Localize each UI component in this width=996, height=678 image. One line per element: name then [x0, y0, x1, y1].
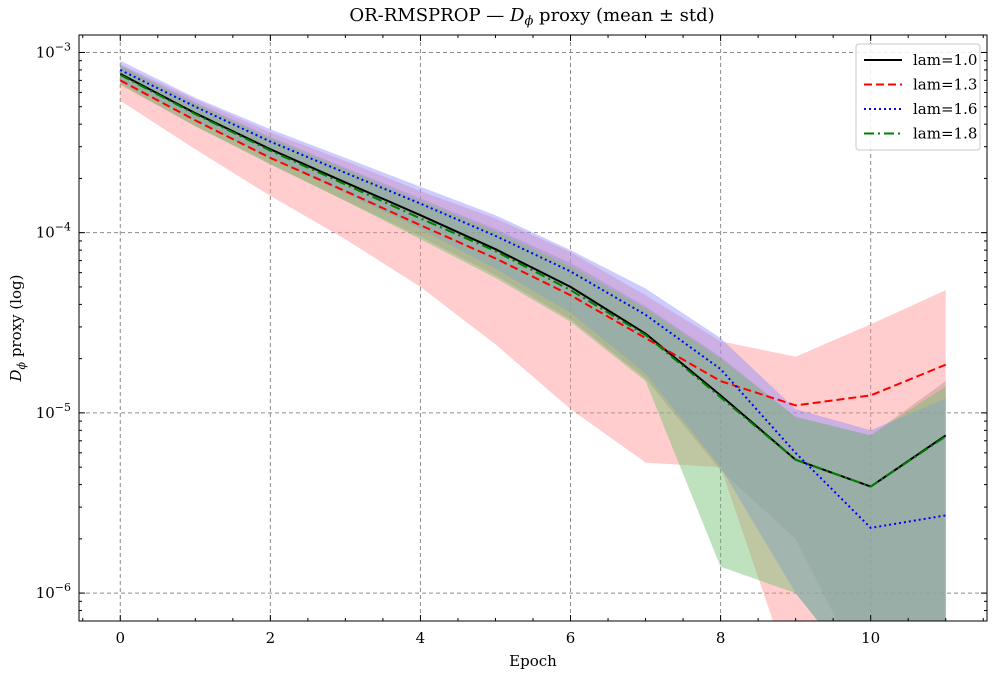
y-tick-label: 10−5 — [36, 401, 71, 422]
y-tick-label: 10−4 — [36, 221, 71, 242]
y-axis-title: Dϕ proxy (log) — [7, 275, 28, 383]
std-band-series-3 — [120, 60, 946, 621]
line-series-3 — [119, 69, 946, 529]
legend-label-series-2: lam=1.3 — [913, 76, 977, 94]
x-tick-label: 10 — [861, 629, 880, 647]
grid-lines — [79, 35, 987, 621]
legend-box — [855, 43, 981, 151]
line-series-4 — [119, 74, 947, 488]
x-axis-title: Epoch — [509, 652, 557, 670]
mean-lines — [119, 69, 947, 529]
x-tick-label: 6 — [566, 629, 576, 647]
axis-ticks — [79, 35, 987, 622]
y-tick-label: 10−3 — [36, 40, 71, 61]
legend-label-series-1: lam=1.0 — [913, 51, 977, 69]
y-tick-label: 10−6 — [36, 581, 71, 602]
x-tick-label: 8 — [716, 629, 726, 647]
x-tick-label: 0 — [115, 629, 125, 647]
std-bands — [120, 60, 946, 621]
x-tick-labels: 0 2 4 6 8 10 — [115, 629, 880, 647]
chart-title: OR-RMSPROP — Dϕ proxy (mean ± std) — [349, 5, 714, 29]
x-tick-label: 2 — [266, 629, 276, 647]
legend: lam=1.0 lam=1.3 lam=1.6 lam=1.8 — [855, 43, 981, 151]
std-band-series-1 — [120, 65, 946, 621]
line-series-2 — [119, 79, 947, 407]
x-tick-label: 4 — [416, 629, 426, 647]
std-band-series-2 — [120, 64, 946, 621]
legend-label-series-3: lam=1.6 — [913, 100, 977, 118]
std-band-series-4 — [120, 66, 946, 621]
y-tick-labels: 10−6 10−5 10−4 10−3 — [36, 40, 71, 602]
legend-label-series-4: lam=1.8 — [913, 125, 977, 143]
